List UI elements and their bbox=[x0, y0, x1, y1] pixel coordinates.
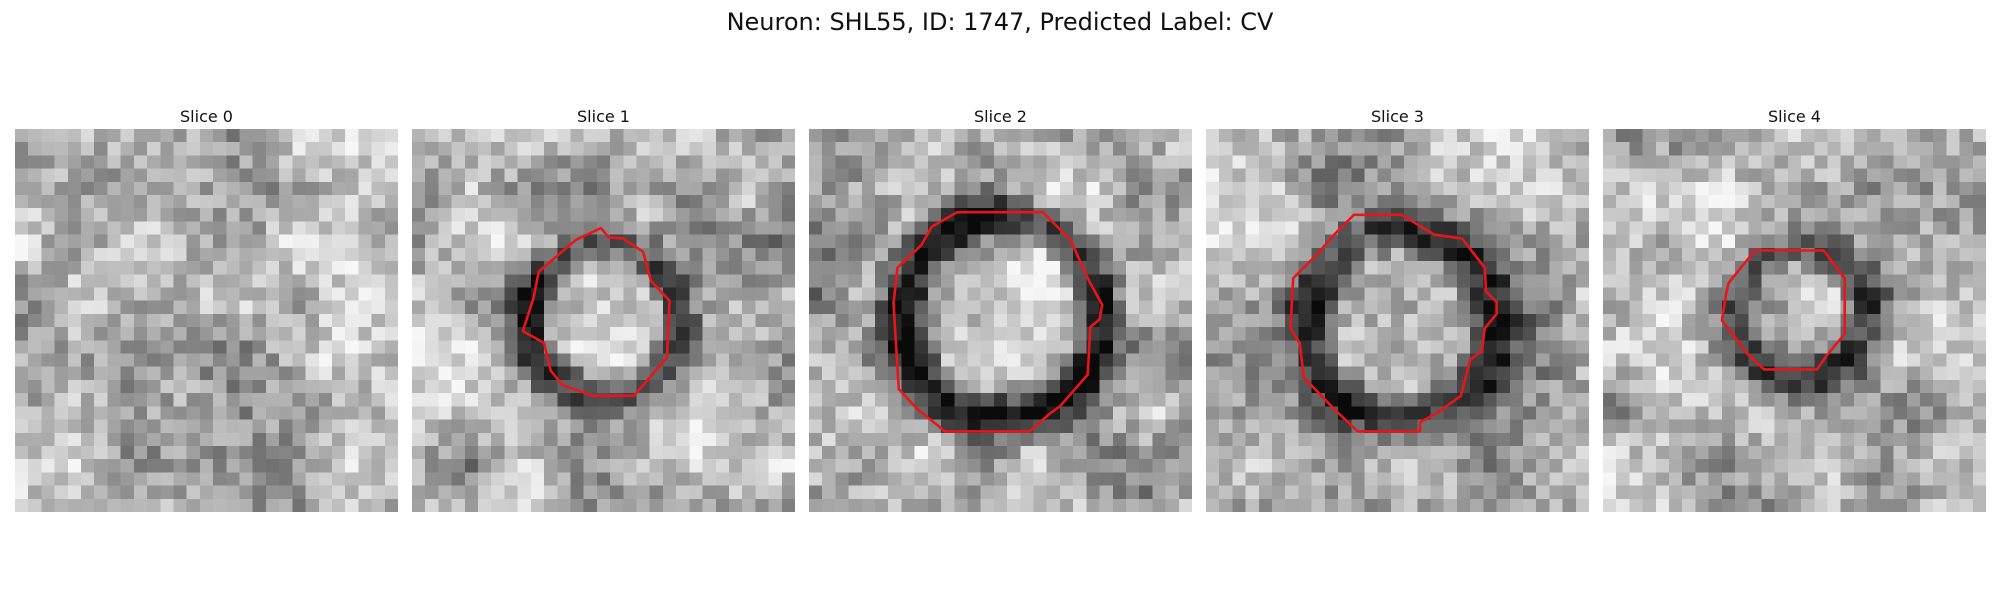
slice-pixels bbox=[809, 129, 1192, 512]
figure-title: Neuron: SHL55, ID: 1747, Predicted Label… bbox=[726, 8, 1274, 36]
segmentation-contour bbox=[892, 210, 1104, 433]
slice-2-svg bbox=[809, 129, 1192, 512]
slice-image bbox=[1603, 129, 1986, 512]
segmentation-contour bbox=[521, 226, 671, 398]
slice-panel-4: Slice 4 bbox=[1603, 105, 1986, 512]
slice-panel-3: Slice 3 bbox=[1206, 105, 1589, 512]
slice-4-svg bbox=[1603, 129, 1986, 512]
slice-title: Slice 3 bbox=[1371, 107, 1424, 126]
slice-0-svg bbox=[15, 129, 398, 512]
slice-title: Slice 0 bbox=[180, 107, 233, 126]
slice-panel-2: Slice 2 bbox=[809, 105, 1192, 512]
slice-title: Slice 1 bbox=[577, 107, 630, 126]
slice-pixels bbox=[15, 129, 398, 512]
segmentation-contour bbox=[1289, 213, 1498, 433]
slice-pixels bbox=[1603, 129, 1986, 512]
segmentation-contour bbox=[1720, 249, 1846, 371]
slice-panel-0: Slice 0 bbox=[15, 105, 398, 512]
slice-pixels bbox=[1206, 129, 1589, 512]
slice-image bbox=[15, 129, 398, 512]
slice-pixels bbox=[412, 129, 795, 512]
slice-panel-1: Slice 1 bbox=[412, 105, 795, 512]
slice-3-svg bbox=[1206, 129, 1589, 512]
slice-title: Slice 2 bbox=[974, 107, 1027, 126]
slice-image bbox=[1206, 129, 1589, 512]
slice-image bbox=[809, 129, 1192, 512]
slice-title: Slice 4 bbox=[1768, 107, 1821, 126]
slice-1-svg bbox=[412, 129, 795, 512]
slice-image bbox=[412, 129, 795, 512]
